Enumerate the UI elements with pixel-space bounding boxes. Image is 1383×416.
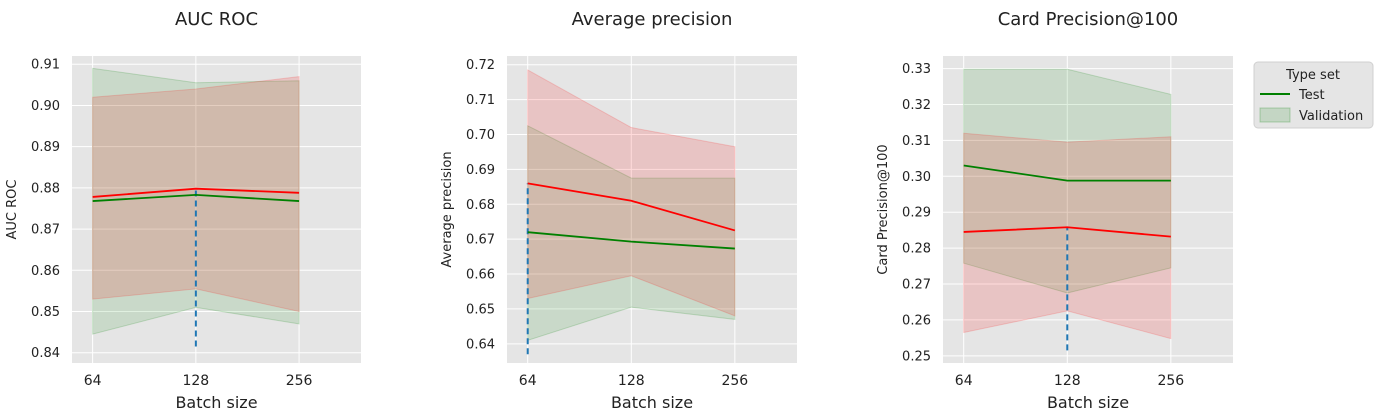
y-tick-label: 0.84 xyxy=(31,346,60,361)
chart-title: Card Precision@100 xyxy=(998,9,1179,30)
legend: Type set Test Validation xyxy=(1253,61,1374,129)
x-tick-label: 64 xyxy=(955,373,973,389)
x-tick-label: 64 xyxy=(84,373,102,389)
y-tick-label: 0.90 xyxy=(31,99,60,114)
y-tick-label: 0.87 xyxy=(31,223,60,238)
x-axis-label: Batch size xyxy=(611,393,693,412)
validation-series-line xyxy=(92,187,300,198)
x-tick-label: 256 xyxy=(721,373,748,389)
y-tick-label: 0.26 xyxy=(902,313,931,328)
test-series-line xyxy=(963,164,1171,182)
y-tick-label: 0.31 xyxy=(902,134,931,149)
y-tick-label: 0.64 xyxy=(466,337,495,352)
y-tick-label: 0.91 xyxy=(31,58,60,73)
y-tick-label: 0.65 xyxy=(466,302,495,317)
chart-title: Average precision xyxy=(572,9,733,30)
y-axis-label: Average precision xyxy=(440,151,455,267)
y-tick-label: 0.70 xyxy=(466,128,495,143)
y-tick-label: 0.25 xyxy=(902,349,931,364)
y-tick-label: 0.72 xyxy=(466,58,495,73)
chart-panel-2: 0.64 0.65 0.66 0.67 0.68 0.69 0.70 0.71 0.72 64 12… xyxy=(440,9,797,412)
x-tick-label: 256 xyxy=(286,373,313,389)
validation-series-line xyxy=(527,182,736,232)
y-tick-label: 0.66 xyxy=(466,268,495,283)
y-tick-label: 0.68 xyxy=(466,198,495,213)
chart-title: AUC ROC xyxy=(175,9,258,30)
plot-background xyxy=(507,56,797,363)
y-tick-label: 0.67 xyxy=(466,233,495,248)
y-tick-label: 0.88 xyxy=(31,181,60,196)
x-axis-label: Batch size xyxy=(1047,393,1129,412)
y-tick-label: 0.85 xyxy=(31,305,60,320)
y-tick-label: 0.89 xyxy=(31,140,60,155)
y-tick-label: 0.33 xyxy=(902,62,931,77)
y-tick-label: 0.71 xyxy=(466,93,495,108)
test-series-line xyxy=(92,193,300,202)
x-tick-label: 128 xyxy=(182,373,209,389)
y-tick-label: 0.69 xyxy=(466,163,495,178)
plot-background xyxy=(943,56,1233,363)
x-tick-label: 256 xyxy=(1157,373,1184,389)
test-series-line xyxy=(527,231,735,250)
x-tick-label: 64 xyxy=(519,373,537,389)
x-tick-label: 128 xyxy=(1054,373,1081,389)
legend-title: Type set xyxy=(1285,68,1340,83)
legend-entry-test: Test xyxy=(1298,88,1325,103)
y-tick-label: 0.30 xyxy=(902,170,931,185)
x-tick-label: 128 xyxy=(618,373,645,389)
y-axis-label: Card Precision@100 xyxy=(876,144,891,274)
legend-validation-band-swatch xyxy=(1259,107,1291,123)
y-tick-label: 0.28 xyxy=(902,242,931,257)
y-tick-label: 0.32 xyxy=(902,98,931,113)
y-tick-label: 0.27 xyxy=(902,278,931,293)
y-tick-label: 0.86 xyxy=(31,264,60,279)
y-tick-label: 0.29 xyxy=(902,206,931,221)
legend-entry-validation: Validation xyxy=(1299,109,1363,124)
chart-panel-3: 0.25 0.26 0.27 0.28 0.29 0.30 0.31 0.32 0.33 64 12… xyxy=(876,9,1233,412)
chart-panel-1: 0.84 0.85 0.86 0.87 0.88 0.89 0.90 0.91 64 128 256… xyxy=(5,9,361,412)
y-axis-label: AUC ROC xyxy=(5,180,20,240)
validation-series-line xyxy=(963,226,1171,238)
legend-box xyxy=(1253,61,1374,129)
x-axis-label: Batch size xyxy=(175,393,257,412)
